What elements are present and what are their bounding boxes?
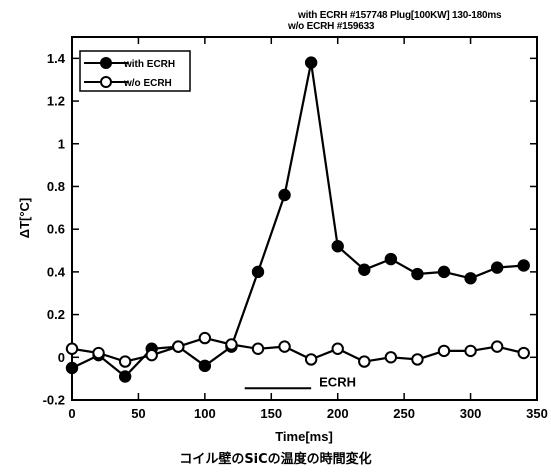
data-point-without-ecrh [304,353,318,366]
data-point-with-ecrh [517,259,530,272]
data-point-with-ecrh [358,263,371,276]
data-point-without-ecrh [92,346,105,360]
x-axis-label: Time[ms] [275,429,333,444]
header-line-2: w/o ECRH #159633 [288,21,375,32]
x-tick-label: 250 [393,406,415,421]
data-point-without-ecrh [517,346,530,360]
legend-marker-with-ecrh [100,57,112,69]
data-point-without-ecrh [411,353,424,366]
y-axis-label: ΔT[°C] [17,198,32,239]
data-point-with-ecrh [118,370,132,383]
data-point-with-ecrh [251,265,265,279]
data-point-without-ecrh [358,355,371,368]
legend-label-with-ecrh: with ECRH [123,59,175,70]
ecrh-label: ECRH [319,374,356,389]
y-tick-label: 1.4 [47,51,66,66]
x-tick-label: 0 [68,406,75,421]
axis-ticks: 0 50 100 150 200 250 300 350-0.200.20.40.60.811… [43,37,548,421]
legend-box [79,50,191,92]
data-point-without-ecrh [464,344,477,358]
data-point-with-ecrh [437,265,451,279]
data-point-with-ecrh [198,359,212,373]
y-tick-label: 0.6 [47,222,65,237]
legend-marker-without-ecrh [100,76,112,88]
y-tick-label: 0.8 [47,179,65,194]
y-tick-label: -0.2 [43,393,65,408]
data-point-without-ecrh [65,342,79,355]
x-tick-label: 350 [526,406,548,421]
data-point-with-ecrh [490,261,504,274]
data-point-without-ecrh [331,342,344,355]
x-tick-label: 150 [260,406,282,421]
x-tick-label: 100 [194,406,216,421]
figure-caption: コイル壁のSiCの温度の時間変化 [179,452,372,467]
y-tick-label: 0 [58,350,65,365]
legend-label-without-ecrh: w/o ECRH [123,78,172,89]
data-point-with-ecrh [304,56,318,69]
data-point-with-ecrh [411,267,424,281]
data-point-with-ecrh [384,252,398,266]
data-point-without-ecrh [278,340,291,353]
series-line-with-ecrh [71,61,524,378]
y-tick-label: 0.2 [47,307,65,322]
series-group [65,56,530,383]
data-point-without-ecrh [118,355,132,368]
data-point-with-ecrh [331,240,344,253]
x-tick-label: 50 [131,406,145,421]
data-point-without-ecrh [198,331,212,345]
header-line-1: with ECRH #157748 Plug[100KW] 130-180ms [298,10,502,21]
data-point-with-ecrh [464,272,477,285]
y-tick-label: 1.2 [47,94,65,109]
data-point-without-ecrh [251,342,265,355]
x-tick-label: 200 [327,406,349,421]
y-tick-label: 1 [58,136,65,151]
data-point-with-ecrh [278,188,291,202]
data-point-with-ecrh [65,361,79,375]
data-point-without-ecrh [384,351,398,364]
y-tick-label: 0.4 [47,264,66,279]
series-line-without-ecrh [71,337,524,363]
plot-frame [71,36,538,401]
x-tick-label: 300 [460,406,482,421]
data-point-without-ecrh [172,340,185,353]
data-point-without-ecrh [145,348,158,362]
data-point-without-ecrh [225,338,238,351]
legend: with ECRH w/o ECRH [79,50,191,92]
data-point-without-ecrh [490,340,504,353]
data-point-without-ecrh [437,344,451,358]
